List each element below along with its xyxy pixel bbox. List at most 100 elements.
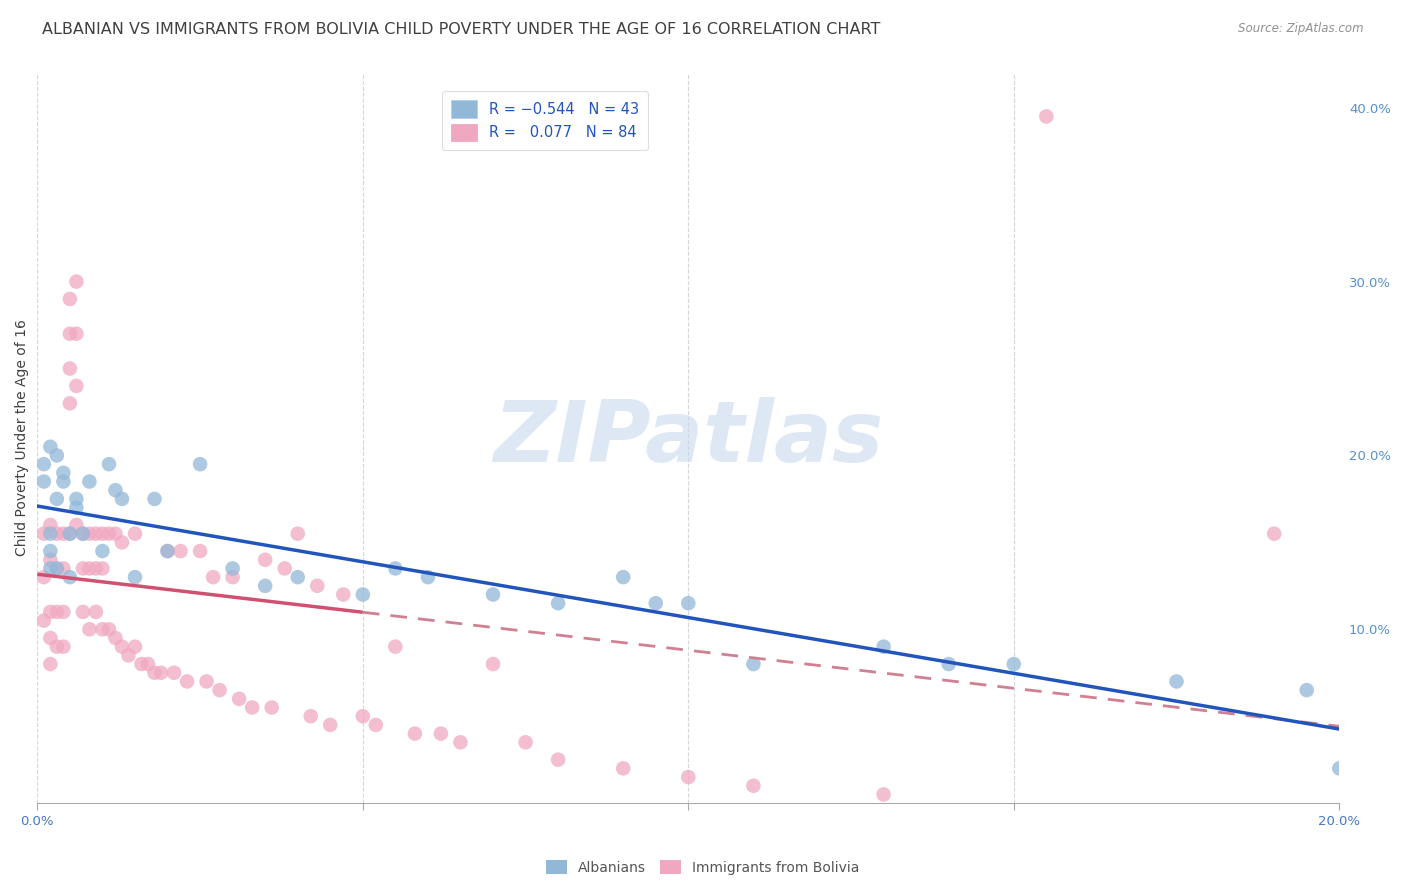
Point <box>1035 110 1057 124</box>
Point <box>97 526 120 541</box>
Point <box>97 457 120 471</box>
Point <box>52 466 75 480</box>
Point <box>111 640 134 654</box>
Point <box>79 622 101 636</box>
Point <box>163 665 186 680</box>
Point <box>195 674 218 689</box>
Point <box>59 570 82 584</box>
Point <box>872 788 894 802</box>
Point <box>1263 526 1285 541</box>
Text: ALBANIAN VS IMMIGRANTS FROM BOLIVIA CHILD POVERTY UNDER THE AGE OF 16 CORRELATIO: ALBANIAN VS IMMIGRANTS FROM BOLIVIA CHIL… <box>42 22 880 37</box>
Point <box>547 753 569 767</box>
Point <box>352 588 374 602</box>
Point <box>515 735 537 749</box>
Point <box>221 570 243 584</box>
Point <box>45 561 67 575</box>
Point <box>430 726 453 740</box>
Point <box>1329 761 1351 775</box>
Point <box>416 570 439 584</box>
Point <box>143 665 166 680</box>
Point <box>384 640 406 654</box>
Point <box>131 657 153 671</box>
Point <box>39 518 62 533</box>
Point <box>32 526 55 541</box>
Point <box>156 544 179 558</box>
Point <box>1166 674 1188 689</box>
Point <box>104 526 127 541</box>
Point <box>678 596 700 610</box>
Point <box>65 491 87 506</box>
Point <box>221 561 243 575</box>
Point <box>45 605 67 619</box>
Point <box>111 491 134 506</box>
Point <box>52 561 75 575</box>
Point <box>45 491 67 506</box>
Point <box>91 561 114 575</box>
Point <box>124 640 146 654</box>
Point <box>39 657 62 671</box>
Point <box>32 614 55 628</box>
Point <box>84 526 107 541</box>
Point <box>79 475 101 489</box>
Point <box>307 579 329 593</box>
Point <box>202 570 225 584</box>
Point <box>299 709 322 723</box>
Point <box>39 561 62 575</box>
Point <box>1295 683 1317 698</box>
Point <box>319 718 342 732</box>
Point <box>136 657 159 671</box>
Point <box>104 631 127 645</box>
Point <box>644 596 666 610</box>
Point <box>208 683 231 698</box>
Point <box>150 665 173 680</box>
Point <box>287 526 309 541</box>
Point <box>45 526 67 541</box>
Point <box>612 761 634 775</box>
Point <box>59 526 82 541</box>
Point <box>45 561 67 575</box>
Point <box>59 326 82 341</box>
Point <box>352 709 374 723</box>
Point <box>97 622 120 636</box>
Point <box>169 544 191 558</box>
Point <box>273 561 295 575</box>
Point <box>45 640 67 654</box>
Point <box>79 526 101 541</box>
Point <box>124 570 146 584</box>
Legend: Albanians, Immigrants from Bolivia: Albanians, Immigrants from Bolivia <box>541 855 865 880</box>
Point <box>39 526 62 541</box>
Point <box>52 640 75 654</box>
Point <box>938 657 960 671</box>
Point <box>91 544 114 558</box>
Point <box>65 379 87 393</box>
Point <box>84 605 107 619</box>
Point <box>547 596 569 610</box>
Point <box>188 457 211 471</box>
Point <box>59 292 82 306</box>
Text: Source: ZipAtlas.com: Source: ZipAtlas.com <box>1239 22 1364 36</box>
Point <box>482 657 505 671</box>
Point <box>742 779 765 793</box>
Point <box>52 526 75 541</box>
Point <box>143 491 166 506</box>
Point <box>84 561 107 575</box>
Point <box>65 275 87 289</box>
Legend: R = −0.544   N = 43, R =   0.077   N = 84: R = −0.544 N = 43, R = 0.077 N = 84 <box>443 91 648 150</box>
Point <box>364 718 387 732</box>
Point <box>32 570 55 584</box>
Point <box>678 770 700 784</box>
Point <box>39 440 62 454</box>
Point <box>39 553 62 567</box>
Point <box>188 544 211 558</box>
Point <box>72 561 94 575</box>
Point <box>72 605 94 619</box>
Text: ZIPatlas: ZIPatlas <box>494 397 883 480</box>
Point <box>287 570 309 584</box>
Point <box>872 640 894 654</box>
Point <box>32 457 55 471</box>
Point <box>384 561 406 575</box>
Point <box>39 544 62 558</box>
Point <box>59 361 82 376</box>
Point <box>59 526 82 541</box>
Point <box>482 588 505 602</box>
